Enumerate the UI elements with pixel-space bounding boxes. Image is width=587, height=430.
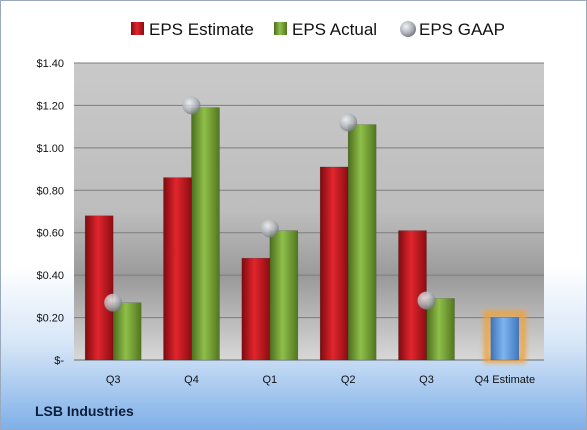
x-tick-label: Q4 Estimate — [475, 374, 536, 386]
y-tick-label: $0.40 — [36, 270, 64, 282]
x-tick-label: Q3 — [106, 374, 121, 386]
company-name: LSB Industries — [35, 403, 134, 419]
plot-area — [74, 63, 544, 360]
eps-gaap-point — [417, 291, 436, 310]
y-tick-label: $0.20 — [36, 313, 64, 325]
y-tick-label: $1.40 — [36, 58, 64, 70]
legend-label: EPS GAAP — [419, 20, 505, 39]
q4-estimate-bar — [490, 317, 520, 361]
bars — [84, 96, 526, 364]
eps-actual-bar — [191, 107, 220, 361]
legend-eps-actual: EPS Actual — [274, 20, 377, 39]
y-tick-label: $1.20 — [36, 100, 64, 112]
eps-estimate-bar — [84, 215, 114, 361]
legend-swatch — [400, 21, 416, 37]
legend-swatch — [274, 22, 287, 35]
y-tick-label: $1.00 — [36, 143, 64, 155]
legend: EPS Estimate EPS Actual EPS GAAP — [131, 20, 505, 39]
eps-actual-bar — [269, 230, 299, 361]
eps-actual-bar — [112, 302, 142, 361]
eps-actual-bar — [347, 124, 377, 361]
eps-gaap-point — [182, 96, 201, 115]
eps-estimate-bar — [163, 177, 192, 361]
legend-label: EPS Estimate — [149, 20, 254, 39]
legend-label: EPS Actual — [292, 20, 377, 39]
y-tick-label: $0.80 — [36, 185, 64, 197]
legend-swatch — [131, 22, 144, 35]
legend-eps-estimate: EPS Estimate — [131, 20, 254, 39]
gridlines — [74, 62, 544, 361]
x-tick-label: Q1 — [262, 374, 277, 386]
y-tick-label: $- — [54, 355, 64, 367]
eps-actual-bar — [426, 298, 455, 361]
axis-ticks: $- $0.20 $0.40 $0.60 $0.80 $1.00 $1.20 $1.40 Q3 Q… — [36, 58, 535, 386]
eps-estimate-bar — [241, 257, 271, 361]
eps-gaap-point — [104, 293, 123, 312]
x-tick-label: Q3 — [419, 374, 434, 386]
eps-estimate-bar — [319, 166, 349, 361]
x-tick-label: Q4 — [184, 374, 199, 386]
eps-gaap-point — [339, 113, 358, 132]
x-tick-label: Q2 — [341, 374, 356, 386]
legend-eps-gaap: EPS GAAP — [400, 20, 505, 39]
y-tick-label: $0.60 — [36, 228, 64, 240]
eps-gaap-point — [260, 219, 279, 238]
